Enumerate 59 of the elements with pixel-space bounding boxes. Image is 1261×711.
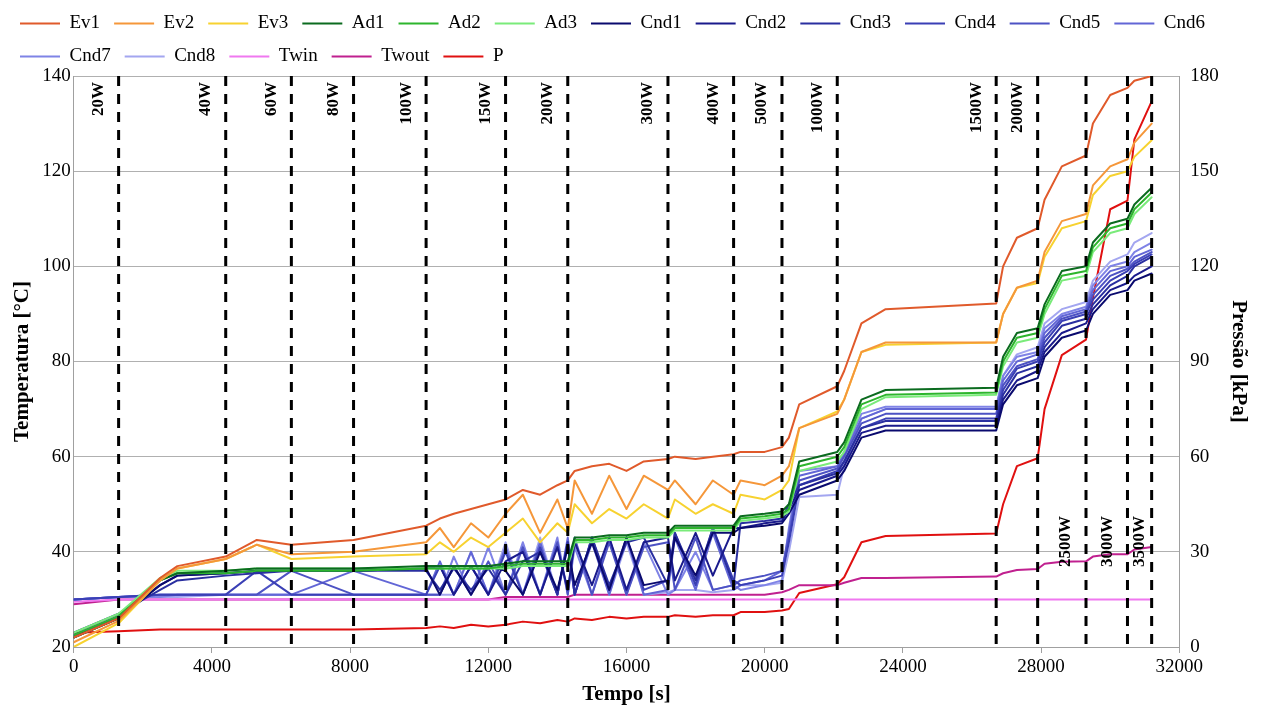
y-tick-label: 60 xyxy=(51,444,71,466)
legend-label: Cnd8 xyxy=(174,44,216,66)
legend-label: Twout xyxy=(381,44,431,66)
x-tick-label: 28000 xyxy=(1017,655,1065,677)
y2-tick-label: 30 xyxy=(1190,539,1210,561)
ref-line-label: 2500W xyxy=(1055,516,1075,567)
legend-label: Ev2 xyxy=(163,11,195,33)
legend-label: P xyxy=(492,44,504,66)
ref-line-label: 40W xyxy=(195,82,215,116)
legend-label: Cnd3 xyxy=(849,11,892,33)
ref-line-label: 3000W xyxy=(1096,516,1116,567)
legend-label: Cnd2 xyxy=(745,11,787,33)
y2-axis-title: Pressão [kPa] xyxy=(1227,300,1252,423)
x-tick-label: 12000 xyxy=(464,655,513,677)
x-tick-label: 8000 xyxy=(331,655,370,677)
ref-line-label: 20W xyxy=(88,82,108,116)
y-tick-label: 100 xyxy=(42,254,71,276)
legend-label: Ev3 xyxy=(257,11,289,33)
legend-label: Cnd6 xyxy=(1163,11,1206,33)
x-axis-title: Tempo [s] xyxy=(582,680,671,705)
ref-line-label: 100W xyxy=(395,82,415,125)
ref-line-label: 60W xyxy=(260,82,280,116)
legend-label: Ad3 xyxy=(544,11,577,33)
y-tick-label: 140 xyxy=(42,63,71,85)
y-tick-label: 80 xyxy=(51,349,71,371)
y-tick-label: 20 xyxy=(51,634,71,656)
y-axis-title: Temperatura [°C] xyxy=(9,280,34,443)
y2-tick-label: 150 xyxy=(1190,159,1219,181)
ref-line-label: 1500W xyxy=(965,82,985,133)
ref-line-label: 300W xyxy=(637,82,657,125)
legend-label: Cnd7 xyxy=(69,44,111,66)
ref-line-label: 2000W xyxy=(1007,82,1027,133)
legend-label: Cnd5 xyxy=(1059,11,1101,33)
y2-tick-label: 120 xyxy=(1190,254,1219,276)
ref-line-label: 1000W xyxy=(806,82,826,133)
legend-label: Ev1 xyxy=(69,11,101,33)
x-tick-label: 0 xyxy=(68,655,79,677)
x-tick-label: 32000 xyxy=(1155,655,1204,677)
y2-tick-label: 0 xyxy=(1190,634,1200,656)
legend-label: Twin xyxy=(278,44,319,66)
x-tick-label: 4000 xyxy=(192,655,231,677)
y2-tick-label: 60 xyxy=(1190,444,1210,466)
legend-label: Ad1 xyxy=(351,11,385,33)
y2-tick-label: 180 xyxy=(1190,63,1219,85)
legend-label: Cnd4 xyxy=(954,11,997,33)
ref-line-label: 3500W xyxy=(1128,516,1148,567)
legend-label: Ad2 xyxy=(448,11,481,33)
x-tick-label: 20000 xyxy=(740,655,789,677)
x-tick-label: 16000 xyxy=(602,655,651,677)
x-tick-label: 24000 xyxy=(879,655,927,677)
ref-line-label: 200W xyxy=(537,82,557,125)
ref-line-label: 500W xyxy=(751,82,771,125)
ref-line-label: 400W xyxy=(703,82,722,125)
ref-line-label: 150W xyxy=(474,82,494,125)
y2-tick-label: 90 xyxy=(1190,349,1210,371)
y-tick-label: 40 xyxy=(51,539,71,561)
y-tick-label: 120 xyxy=(42,159,71,181)
legend-label: Cnd1 xyxy=(640,11,682,33)
ref-line-label: 80W xyxy=(322,82,342,116)
